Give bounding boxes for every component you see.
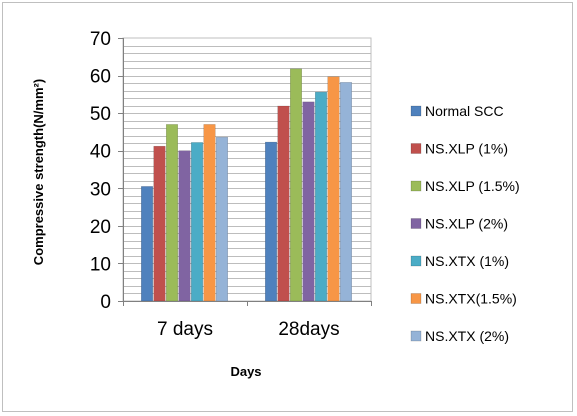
legend-label: NS.XTX (2%) <box>425 328 509 344</box>
legend-label: NS.XTX (1%) <box>425 253 509 269</box>
legend-swatch <box>410 255 422 267</box>
x-category-label: 7 days <box>157 319 213 340</box>
y-tick-label: 40 <box>90 142 111 163</box>
bar <box>141 186 153 302</box>
y-tick-label: 70 <box>90 29 111 50</box>
bar <box>166 124 178 302</box>
legend-swatch <box>410 180 422 192</box>
bar <box>153 145 166 302</box>
bar <box>203 124 216 302</box>
legend-label: Normal SCC <box>425 103 504 119</box>
legend-item: NS.XLP (1.5%) <box>410 178 520 194</box>
bar <box>290 68 302 302</box>
y-tick-label: 20 <box>90 217 111 238</box>
x-axis-title: Days <box>230 364 261 379</box>
bar <box>277 105 290 302</box>
legend-label: NS.XLP (2%) <box>425 216 508 232</box>
y-tick-label: 10 <box>90 254 111 275</box>
y-tick-label: 0 <box>100 292 111 313</box>
bar <box>265 141 277 302</box>
legend-label: NS.XTX(1.5%) <box>425 291 517 307</box>
bar <box>191 142 203 302</box>
bars <box>141 68 352 302</box>
legend-item: NS.XLP (2%) <box>410 216 508 232</box>
legend-swatch <box>410 105 422 117</box>
y-tick-labels: 0 10 20 30 40 50 60 70 <box>90 29 111 313</box>
x-category-labels: 7 days 28days <box>157 319 340 340</box>
axes <box>118 38 372 306</box>
bar <box>178 150 191 302</box>
legend-item: NS.XTX(1.5%) <box>410 291 517 307</box>
bar <box>302 101 315 302</box>
y-axis-title: Compressive strength(N/mm²) <box>31 79 46 265</box>
x-category-label: 28days <box>278 319 339 340</box>
y-tick-label: 60 <box>90 67 111 88</box>
bar <box>340 82 352 302</box>
legend-item: Normal SCC <box>410 103 504 119</box>
bar <box>327 76 340 302</box>
y-tick-label: 30 <box>90 179 111 200</box>
bar <box>216 136 228 302</box>
legend: Normal SCC NS.XLP (1%) NS.XLP (1.5%) NS.XLP… <box>410 103 520 344</box>
legend-item: NS.XLP (1%) <box>410 141 508 157</box>
legend-swatch <box>410 218 422 229</box>
legend-swatch <box>410 143 422 154</box>
legend-swatch <box>410 293 422 304</box>
bar <box>315 91 327 302</box>
legend-label: NS.XLP (1%) <box>425 141 508 157</box>
legend-item: NS.XTX (2%) <box>410 328 509 344</box>
legend-label: NS.XLP (1.5%) <box>425 178 520 194</box>
legend-swatch <box>410 330 422 342</box>
legend-item: NS.XTX (1%) <box>410 253 509 269</box>
y-tick-label: 50 <box>90 104 111 125</box>
